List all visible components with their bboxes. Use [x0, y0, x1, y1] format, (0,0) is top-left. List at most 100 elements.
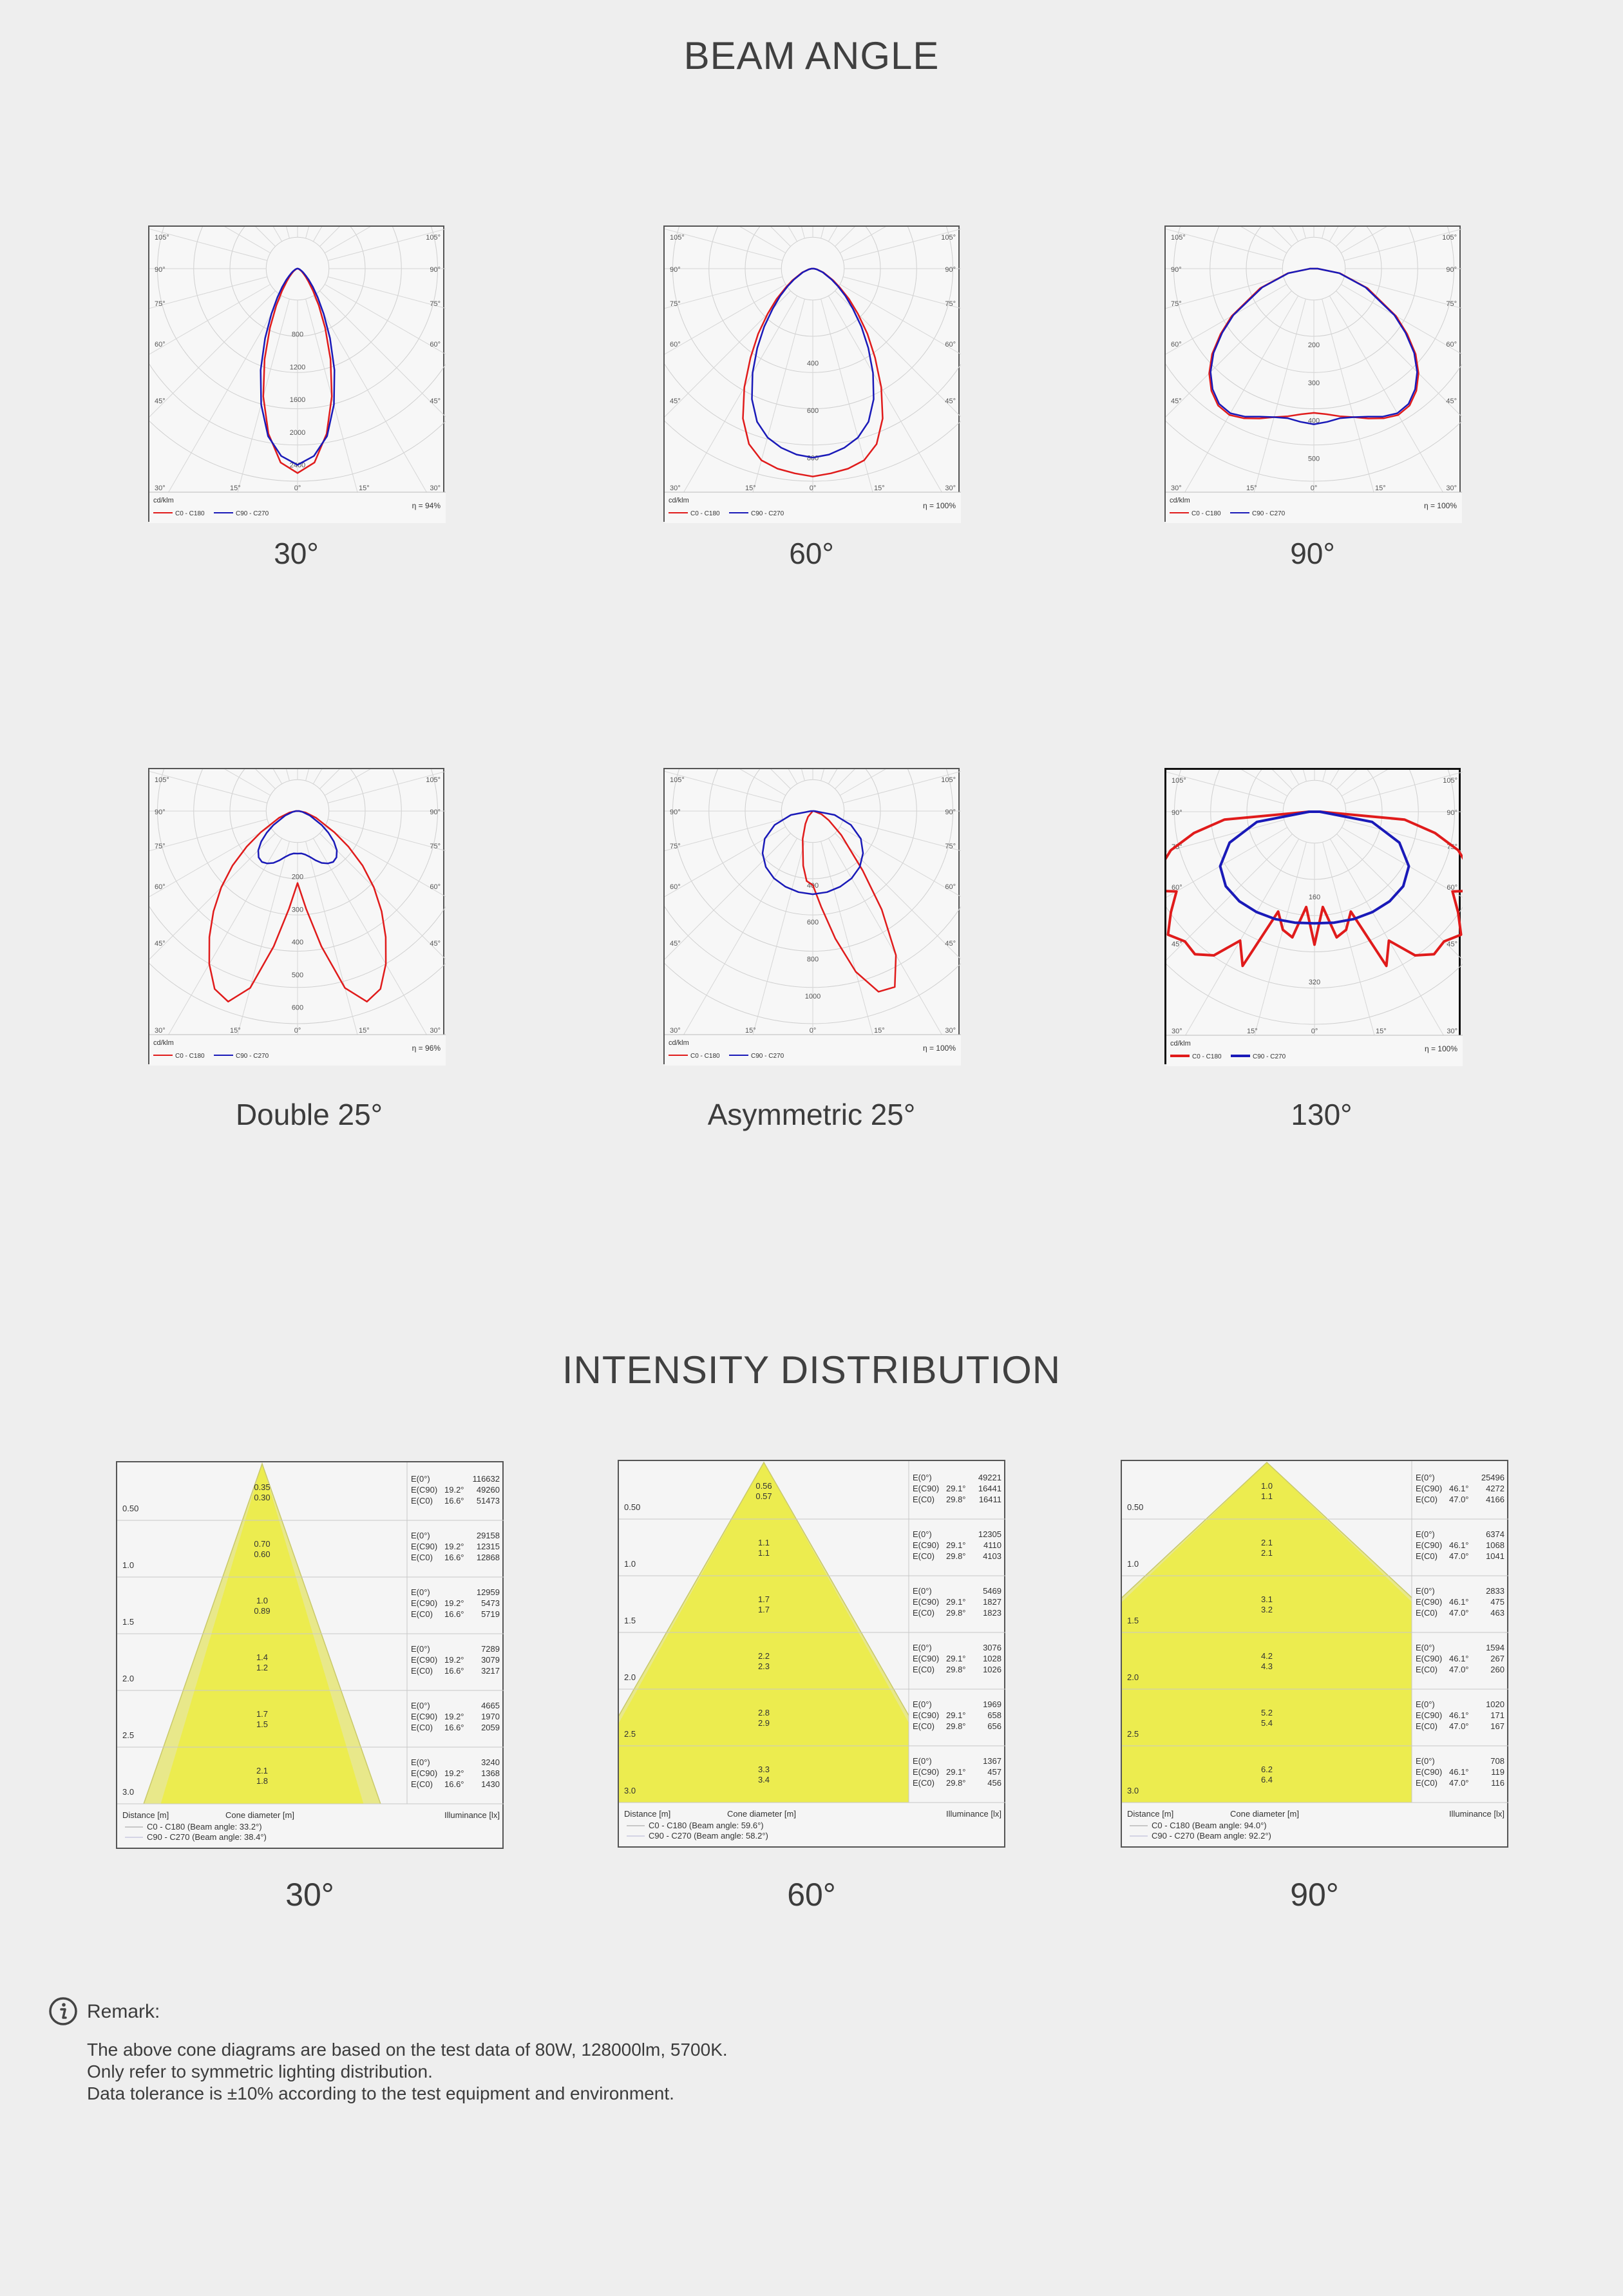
polar-grid-spoke: [835, 291, 961, 417]
polar-angle-label: 45°: [945, 940, 956, 948]
polar-legend-unit: cd/klm: [669, 497, 689, 504]
polar-grid-spoke: [327, 819, 446, 852]
polar-angle-label: 15°: [230, 484, 241, 492]
polar-series-line: [1210, 267, 1418, 425]
polar-legend-unit: cd/klm: [1170, 497, 1190, 504]
cone-ec90-value: 457: [987, 1767, 1001, 1777]
polar-angle-label: 30°: [945, 484, 956, 492]
cone-ec0-label: E(C0): [913, 1495, 935, 1504]
polar-angle-label: 60°: [670, 341, 681, 349]
polar-angle-label: 45°: [1446, 397, 1457, 405]
polar-angle-label: 30°: [155, 1027, 166, 1035]
polar-angle-label: 45°: [945, 397, 956, 405]
cone-distance-label: 2.0: [624, 1672, 636, 1682]
cone-ec0-label: E(C0): [1416, 1608, 1438, 1618]
cone-ec90-value: 12315: [477, 1542, 500, 1551]
polar-svg: 105° 105°90° 90°75° 75°60° 60°45° 45°30° 30°15…: [1166, 770, 1463, 1066]
cone-ec0-angle: 29.8°: [946, 1608, 966, 1618]
polar-grid-spoke: [828, 295, 960, 523]
cone-e0-value: 29158: [477, 1531, 500, 1540]
polar-angle-label: 0°: [294, 484, 301, 492]
cone-distance-label: 2.0: [122, 1674, 134, 1683]
cone-ec90-angle: 19.2°: [444, 1655, 464, 1665]
polar-radial-tick: 1200: [290, 363, 305, 371]
polar-angle-label: 105°: [1171, 234, 1186, 242]
cone-distance-label: 1.5: [1127, 1616, 1139, 1625]
cone-ec0-value: 4166: [1486, 1495, 1504, 1504]
cone-diameter-c90: 0.30: [254, 1493, 270, 1502]
cone-svg: 0.50 0.560.57 E(0°) 49221 E(C90) 29.1° 16441 E(…: [619, 1461, 1005, 1841]
polar-angle-label: 75°: [155, 843, 166, 850]
cone-ec90-angle: 46.1°: [1449, 1597, 1469, 1607]
cone-ec90-angle: 29.1°: [946, 1597, 966, 1607]
cone-diameter-c90: 4.3: [1261, 1661, 1273, 1671]
cone-ec90-value: 1970: [481, 1712, 500, 1721]
polar-chart-asymmetric-25: 105° 105° 90° 90° 75° 75° 60° 60° 45° 45° 30° 30° 15…: [663, 768, 961, 1066]
polar-radial-tick: 600: [807, 407, 819, 415]
cone-legend-c0: C0 - C180 (Beam angle: 59.6°): [649, 1821, 764, 1830]
cone-diameter-c90: 6.4: [1261, 1775, 1273, 1784]
cone-ec0-value: 2059: [481, 1723, 500, 1732]
cone-diameter-c0: 1.0: [1261, 1481, 1273, 1491]
polar-angle-label: 0°: [1311, 484, 1318, 492]
cone-ec0-value: 4103: [983, 1551, 1001, 1561]
cone-ec90-angle: 46.1°: [1449, 1540, 1469, 1550]
polar-angle-label: 60°: [945, 883, 956, 891]
polar-angle-label: 60°: [155, 341, 166, 349]
cone-ec90-angle: 46.1°: [1449, 1654, 1469, 1663]
cone-caption-60: 60°: [787, 1877, 836, 1913]
cone-ec0-value: 3217: [481, 1666, 500, 1676]
cone-ec90-label: E(C90): [411, 1655, 437, 1665]
cone-diameter-c90: 5.4: [1261, 1718, 1273, 1728]
cone-diameter-c0: 4.2: [1261, 1651, 1273, 1661]
cone-diameter-c90: 2.3: [758, 1661, 770, 1671]
cone-ec90-label: E(C90): [1416, 1767, 1442, 1777]
cone-ec0-angle: 47.0°: [1449, 1608, 1469, 1618]
polar-grid-spoke: [1166, 276, 1284, 309]
polar-angle-label: 15°: [359, 484, 370, 492]
cone-ec90-value: 4272: [1486, 1484, 1504, 1493]
cone-e0-value: 6374: [1486, 1529, 1504, 1539]
cone-legend-c0: C0 - C180 (Beam angle: 33.2°): [147, 1822, 262, 1832]
polar-angle-label: 90°: [945, 808, 956, 816]
polar-angle-label: 75°: [430, 300, 441, 308]
cone-distance-label: 1.5: [624, 1616, 636, 1625]
polar-radial-tick: 400: [807, 360, 819, 368]
polar-radial-tick: 800: [292, 331, 303, 339]
cone-ec90-value: 119: [1491, 1767, 1504, 1777]
polar-legend-c90: C90 - C270: [1252, 510, 1286, 517]
polar-angle-label: 90°: [1171, 266, 1182, 274]
polar-angle-label: 0°: [294, 1027, 301, 1035]
polar-chart-90: 105° 105° 90° 90° 75° 75° 60° 60° 45° 45° 30° 30° 15…: [1164, 225, 1462, 523]
cone-e0-value: 1969: [983, 1699, 1001, 1709]
cone-ec0-label: E(C0): [411, 1666, 433, 1676]
polar-angle-label: 90°: [670, 266, 681, 274]
cone-e0-label: E(0°): [913, 1473, 932, 1482]
polar-efficiency: η = 100%: [923, 501, 956, 510]
cone-distance-label: 3.0: [122, 1787, 134, 1797]
cone-ec0-label: E(C0): [411, 1496, 433, 1506]
polar-angle-label: 60°: [155, 883, 166, 891]
polar-angle-label: 60°: [1446, 341, 1457, 349]
polar-grid-spoke: [150, 295, 283, 523]
polar-angle-label: 15°: [1376, 1028, 1387, 1035]
polar-angle-label: 90°: [945, 266, 956, 274]
polar-grid-spoke: [842, 770, 961, 803]
polar-angle-label: 0°: [810, 1027, 817, 1035]
cone-e0-value: 12959: [477, 1587, 500, 1597]
cone-diameter-c0: 1.1: [758, 1538, 770, 1547]
polar-grid-spoke: [1329, 838, 1462, 1066]
cone-axis-illuminance: Illuminance [lx]: [1449, 1809, 1504, 1819]
cone-diameter-c90: 1.1: [758, 1548, 770, 1558]
polar-angle-label: 75°: [670, 843, 681, 850]
cone-ec0-value: 1041: [1486, 1551, 1504, 1561]
cone-diameter-c0: 1.4: [256, 1652, 268, 1662]
polar-legend-c90: C90 - C270: [236, 510, 269, 517]
polar-grid-spoke: [1166, 771, 1285, 804]
polar-angle-label: 60°: [670, 883, 681, 891]
cone-legend-c90: C90 - C270 (Beam angle: 38.4°): [147, 1832, 267, 1842]
polar-angle-label: 30°: [430, 484, 441, 492]
cone-ec0-angle: 47.0°: [1449, 1495, 1469, 1504]
cone-ec90-label: E(C90): [913, 1484, 939, 1493]
cone-distance-label: 1.0: [1127, 1559, 1139, 1569]
